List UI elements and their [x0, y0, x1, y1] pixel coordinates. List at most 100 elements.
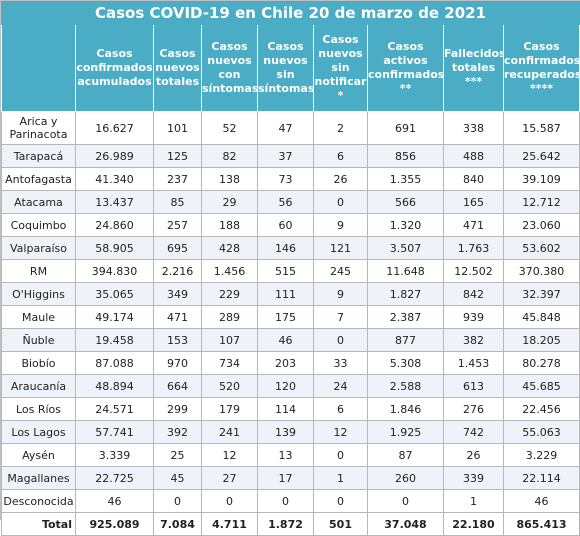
value-cell: 877	[367, 328, 444, 352]
value-cell: 0	[153, 489, 202, 513]
value-cell: 0	[257, 489, 314, 513]
value-cell: 939	[443, 305, 504, 329]
region-cell: Ñuble	[1, 328, 76, 352]
region-cell: Magallanes	[1, 466, 76, 490]
value-cell: 146	[257, 236, 314, 260]
value-cell: 842	[443, 282, 504, 306]
value-cell: 12.712	[502, 190, 580, 214]
total-value-cell: 22.180	[443, 512, 504, 536]
value-cell: 3.507	[367, 236, 444, 260]
value-cell: 23.060	[502, 213, 580, 237]
value-cell: 47	[257, 111, 314, 145]
value-cell: 13	[257, 443, 314, 467]
value-cell: 46	[75, 489, 154, 513]
value-cell: 24	[313, 374, 368, 398]
value-cell: 0	[313, 328, 368, 352]
value-cell: 27	[201, 466, 258, 490]
value-cell: 840	[443, 167, 504, 191]
value-cell: 12	[201, 443, 258, 467]
region-cell: Maule	[1, 305, 76, 329]
value-cell: 82	[201, 144, 258, 168]
region-cell: O'Higgins	[1, 282, 76, 306]
value-cell: 299	[153, 397, 202, 421]
column-header: Casos nuevos con síntomas	[201, 24, 258, 112]
region-cell: Desconocida	[1, 489, 76, 513]
header-row: Casos confirmados acumulados Casos nuevos…	[1, 24, 580, 112]
value-cell: 45.685	[502, 374, 580, 398]
value-cell: 1.453	[443, 351, 504, 375]
value-cell: 153	[153, 328, 202, 352]
value-cell: 1	[443, 489, 504, 513]
value-cell: 338	[443, 111, 504, 145]
value-cell: 394.830	[75, 259, 154, 283]
value-cell: 237	[153, 167, 202, 191]
value-cell: 175	[257, 305, 314, 329]
value-cell: 1.925	[367, 420, 444, 444]
value-cell: 1.355	[367, 167, 444, 191]
value-cell: 12.502	[443, 259, 504, 283]
value-cell: 80.278	[502, 351, 580, 375]
value-cell: 276	[443, 397, 504, 421]
value-cell: 49.174	[75, 305, 154, 329]
value-cell: 1.320	[367, 213, 444, 237]
value-cell: 11.648	[367, 259, 444, 283]
value-cell: 41.340	[75, 167, 154, 191]
value-cell: 57.741	[75, 420, 154, 444]
table-body: Arica y Parinacota 16.627 101 52 47 2 691 338 15…	[1, 111, 580, 536]
value-cell: 241	[201, 420, 258, 444]
column-header: Casos confirmados recuperados ****	[502, 24, 580, 112]
value-cell: 5.308	[367, 351, 444, 375]
value-cell: 1.846	[367, 397, 444, 421]
total-label: Total	[1, 512, 76, 536]
value-cell: 45	[153, 466, 202, 490]
region-cell: Los Lagos	[1, 420, 76, 444]
region-cell: Aysén	[1, 443, 76, 467]
value-cell: 179	[201, 397, 258, 421]
value-cell: 339	[443, 466, 504, 490]
value-cell: 471	[153, 305, 202, 329]
value-cell: 245	[313, 259, 368, 283]
value-cell: 19.458	[75, 328, 154, 352]
value-cell: 53.602	[502, 236, 580, 260]
value-cell: 515	[257, 259, 314, 283]
value-cell: 257	[153, 213, 202, 237]
value-cell: 111	[257, 282, 314, 306]
value-cell: 139	[257, 420, 314, 444]
value-cell: 16.627	[75, 111, 154, 145]
column-header: Casos activos confirmados **	[367, 24, 444, 112]
region-cell: Los Ríos	[1, 397, 76, 421]
value-cell: 488	[443, 144, 504, 168]
region-cell: Araucanía	[1, 374, 76, 398]
value-cell: 0	[367, 489, 444, 513]
value-cell: 165	[443, 190, 504, 214]
value-cell: 55.063	[502, 420, 580, 444]
value-cell: 0	[201, 489, 258, 513]
value-cell: 107	[201, 328, 258, 352]
value-cell: 6	[313, 397, 368, 421]
table-row: Araucanía 48.894 664 520 120 24 2.588 613 45.685	[1, 374, 580, 398]
value-cell: 229	[201, 282, 258, 306]
table-row: Ñuble 19.458 153 107 46 0 877 382 18.205	[1, 328, 580, 352]
column-header: Casos nuevos sin síntomas	[257, 24, 314, 112]
value-cell: 32.397	[502, 282, 580, 306]
value-cell: 0	[313, 190, 368, 214]
region-cell: RM	[1, 259, 76, 283]
value-cell: 29	[201, 190, 258, 214]
total-value-cell: 925.089	[75, 512, 154, 536]
value-cell: 48.894	[75, 374, 154, 398]
value-cell: 45.848	[502, 305, 580, 329]
value-cell: 0	[313, 489, 368, 513]
region-cell: Biobío	[1, 351, 76, 375]
value-cell: 60	[257, 213, 314, 237]
table-row: Antofagasta 41.340 237 138 73 26 1.355 840 39.10…	[1, 167, 580, 191]
value-cell: 22.114	[502, 466, 580, 490]
table-row: Valparaíso 58.905 695 428 146 121 3.507 1.763 53…	[1, 236, 580, 260]
table-row: Coquimbo 24.860 257 188 60 9 1.320 471 23.060	[1, 213, 580, 237]
total-value-cell: 865.413	[502, 512, 580, 536]
value-cell: 2	[313, 111, 368, 145]
value-cell: 3.339	[75, 443, 154, 467]
value-cell: 742	[443, 420, 504, 444]
value-cell: 392	[153, 420, 202, 444]
value-cell: 58.905	[75, 236, 154, 260]
table-row: RM 394.830 2.216 1.456 515 245 11.648 12.502 370…	[1, 259, 580, 283]
